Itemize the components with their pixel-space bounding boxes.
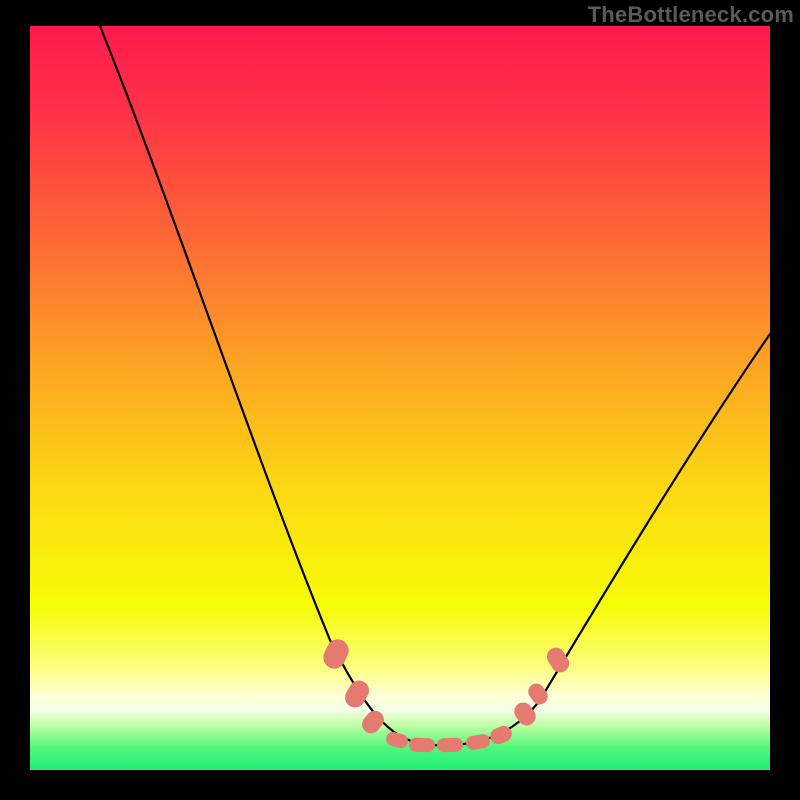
curve-marker (409, 738, 435, 753)
curve-marker (437, 738, 463, 753)
chart-canvas: TheBottleneck.com (0, 0, 800, 800)
bottleneck-curve (0, 0, 800, 800)
attribution-label: TheBottleneck.com (588, 2, 794, 28)
